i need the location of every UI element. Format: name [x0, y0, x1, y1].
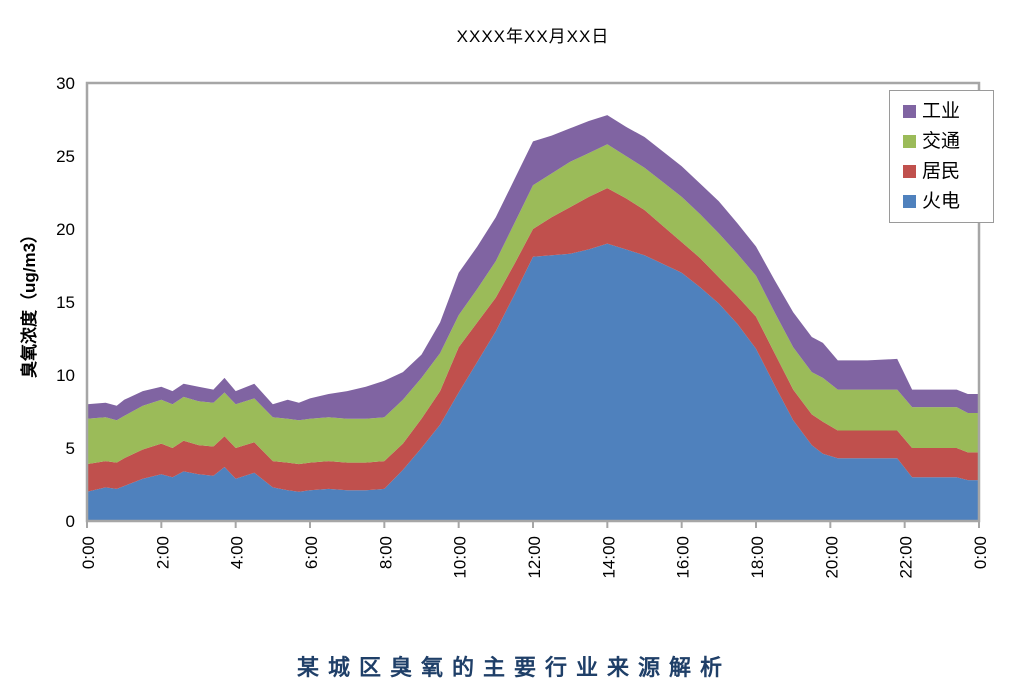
x-tick-label: 10:00: [451, 536, 470, 579]
area-series-居民: [87, 188, 979, 492]
legend-label: 交通: [922, 131, 961, 152]
x-tick-label: 0:00: [971, 536, 990, 569]
y-tick-label: 30: [56, 74, 75, 93]
legend: 工业 交通 居民 火电: [889, 90, 994, 223]
area-series-交通: [87, 144, 979, 465]
x-tick-label: 4:00: [228, 536, 247, 569]
y-tick-label: 20: [56, 220, 75, 239]
y-tick-label: 10: [56, 366, 75, 385]
x-tick-label: 0:00: [79, 536, 98, 569]
y-tick-label: 5: [66, 439, 75, 458]
x-tick-label: 22:00: [897, 536, 916, 579]
x-tick-label: 18:00: [748, 536, 767, 579]
legend-swatch-icon: [903, 165, 916, 178]
x-tick-label: 8:00: [376, 536, 395, 569]
area-series-火电: [87, 243, 979, 521]
legend-swatch-icon: [903, 135, 916, 148]
x-tick-label: 20:00: [822, 536, 841, 579]
chart-caption: 某城区臭氧的主要行业来源解析: [296, 655, 731, 680]
y-tick-label: 0: [66, 512, 75, 531]
x-tick-label: 6:00: [302, 536, 321, 569]
x-tick-label: 12:00: [525, 536, 544, 579]
legend-swatch-icon: [903, 195, 916, 208]
legend-label: 工业: [922, 101, 961, 122]
x-tick-label: 16:00: [674, 536, 693, 579]
y-tick-label: 25: [56, 147, 75, 166]
x-tick-label: 2:00: [153, 536, 172, 569]
legend-label: 火电: [922, 191, 961, 212]
legend-item-工业: 工业: [903, 102, 993, 121]
legend-item-交通: 交通: [903, 132, 993, 151]
legend-item-火电: 火电: [903, 192, 993, 211]
area-series-工业: [87, 115, 979, 421]
x-tick-label: 14:00: [599, 536, 618, 579]
y-tick-label: 15: [56, 293, 75, 312]
legend-swatch-icon: [903, 105, 916, 118]
legend-label: 居民: [922, 161, 961, 182]
legend-item-居民: 居民: [903, 162, 993, 181]
chart-title: XXXX年XX月XX日: [456, 27, 610, 46]
